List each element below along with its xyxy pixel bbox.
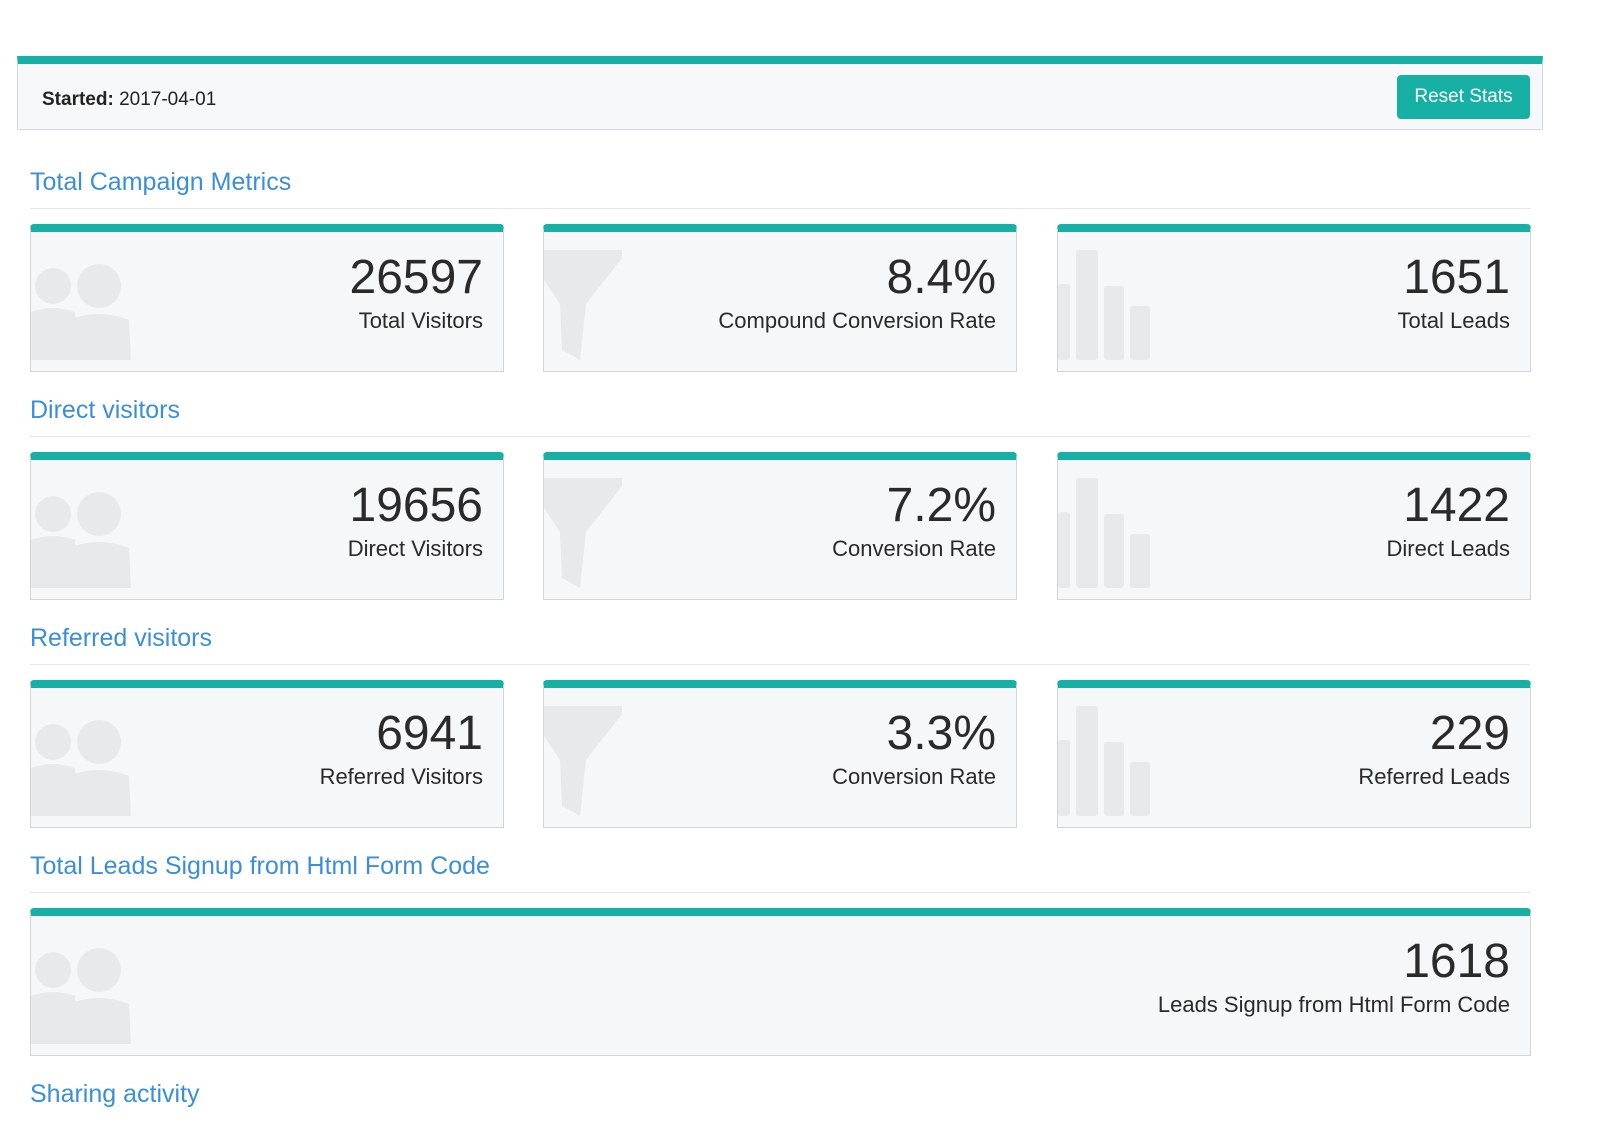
users-icon [31,492,131,588]
started-date: Started: 2017-04-01 [42,89,216,111]
stat-value: 6941 [376,707,483,760]
section-title-html-form-leads: Total Leads Signup from Html Form Code [30,844,1530,893]
bar-chart-icon [1058,478,1150,588]
stats-header-bar: Started: 2017-04-01 Reset Stats [17,56,1543,130]
stat-card-referred-visitors: 6941 Referred Visitors [30,680,504,828]
stat-label: Referred Leads [1358,764,1510,789]
stat-label: Total Visitors [358,308,483,333]
stat-card-referred-conversion-rate: 3.3% Conversion Rate [543,680,1017,828]
stat-value: 229 [1429,707,1510,760]
stat-card-total-visitors: 26597 Total Visitors [30,224,504,372]
stat-card-compound-conversion-rate: 8.4% Compound Conversion Rate [543,224,1017,372]
stat-label: Conversion Rate [832,536,996,561]
section-title-direct-visitors: Direct visitors [30,388,1530,437]
stat-label: Leads Signup from Html Form Code [1157,992,1510,1017]
stat-value: 26597 [349,251,483,304]
bar-chart-icon [1058,706,1150,816]
stat-label: Referred Visitors [319,764,483,789]
reset-stats-button[interactable]: Reset Stats [1397,75,1530,119]
users-icon [31,264,131,360]
stat-card-total-leads: 1651 Total Leads [1057,224,1531,372]
stat-label: Conversion Rate [832,764,996,789]
bar-chart-icon [1058,250,1150,360]
funnel-icon [544,250,622,360]
stat-label: Total Leads [1397,308,1510,333]
stat-value: 1422 [1403,479,1510,532]
users-icon [31,948,131,1044]
stat-card-html-form-leads: 1618 Leads Signup from Html Form Code [30,908,1531,1056]
stat-card-direct-conversion-rate: 7.2% Conversion Rate [543,452,1017,600]
started-label: Started: [42,89,114,110]
started-value: 2017-04-01 [119,89,217,110]
section-title-total-campaign-metrics: Total Campaign Metrics [30,160,1530,209]
stat-label: Compound Conversion Rate [718,308,996,333]
stat-value: 7.2% [886,479,996,532]
users-icon [31,720,131,816]
stat-label: Direct Leads [1386,536,1510,561]
stat-value: 1618 [1403,935,1510,988]
stat-label: Direct Visitors [347,536,483,561]
stat-value: 3.3% [886,707,996,760]
stat-value: 8.4% [886,251,996,304]
stat-value: 1651 [1403,251,1510,304]
stat-card-direct-leads: 1422 Direct Leads [1057,452,1531,600]
stat-card-referred-leads: 229 Referred Leads [1057,680,1531,828]
funnel-icon [544,706,622,816]
stat-card-direct-visitors: 19656 Direct Visitors [30,452,504,600]
funnel-icon [544,478,622,588]
section-title-sharing-activity: Sharing activity [30,1080,200,1108]
stat-value: 19656 [349,479,483,532]
section-title-referred-visitors: Referred visitors [30,616,1530,665]
